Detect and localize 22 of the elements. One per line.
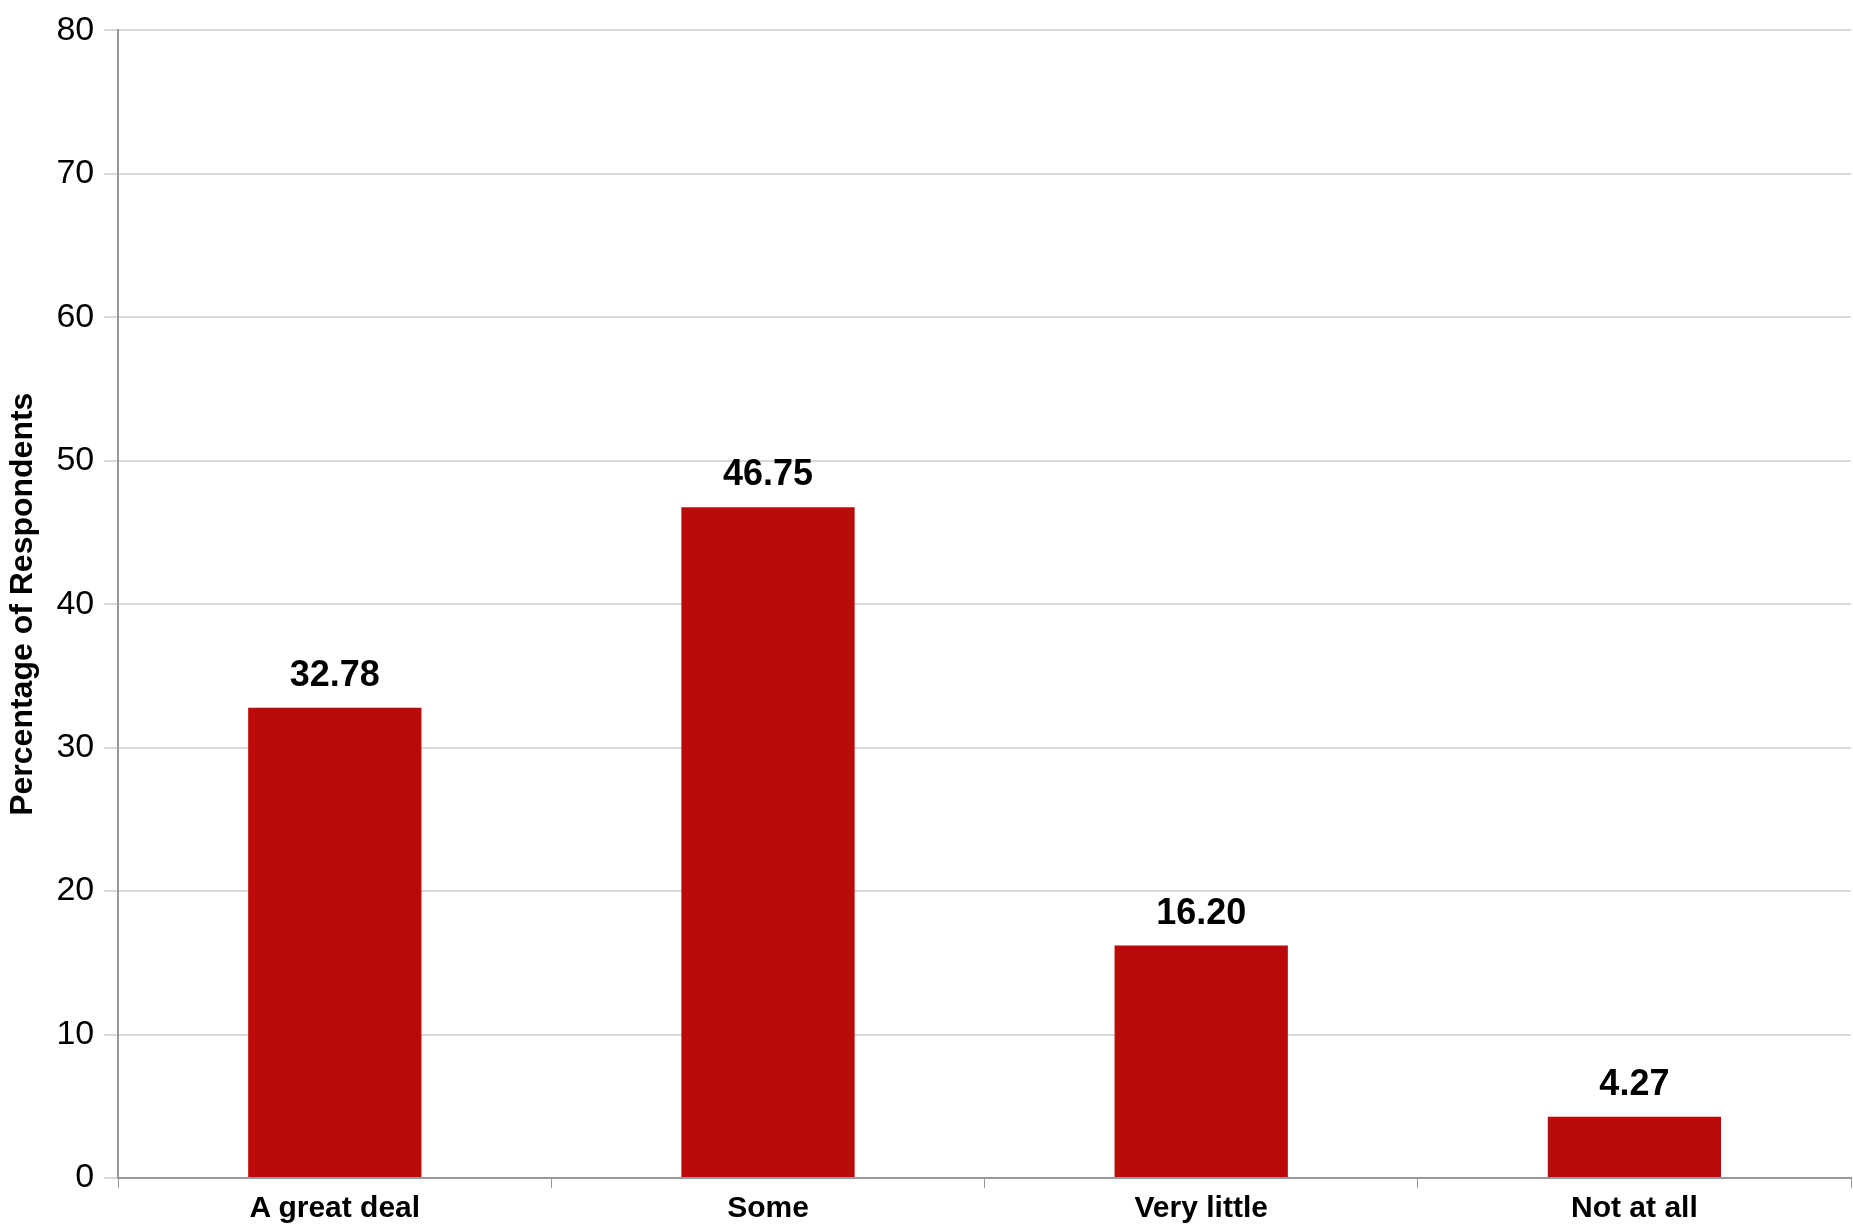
data-label: 46.75 — [722, 452, 814, 494]
y-tick-label: 80 — [56, 8, 95, 47]
y-tick-label: 50 — [56, 439, 95, 478]
data-label: 16.20 — [1156, 890, 1247, 932]
bar — [1547, 1116, 1722, 1177]
x-tick-label: Very little — [1134, 1190, 1268, 1224]
y-tick-label: 60 — [56, 295, 95, 334]
y-tick-label: 30 — [56, 726, 95, 765]
y-tick-label: 10 — [56, 1012, 95, 1051]
y-tick-label: 70 — [56, 152, 95, 191]
bar — [1114, 945, 1288, 1177]
bar — [248, 707, 422, 1177]
x-tick-label: A great deal — [249, 1190, 421, 1224]
y-tick-label: 0 — [75, 1156, 95, 1195]
data-label: 4.27 — [1599, 1061, 1670, 1103]
bar — [681, 507, 855, 1177]
x-tick-label: Not at all — [1571, 1190, 1698, 1224]
data-label: 32.78 — [289, 652, 380, 694]
x-tick-label: Some — [727, 1190, 809, 1224]
y-axis-title: Percentage of Respondents — [3, 392, 40, 816]
y-tick-label: 40 — [56, 582, 95, 621]
y-tick-label: 20 — [56, 869, 95, 908]
